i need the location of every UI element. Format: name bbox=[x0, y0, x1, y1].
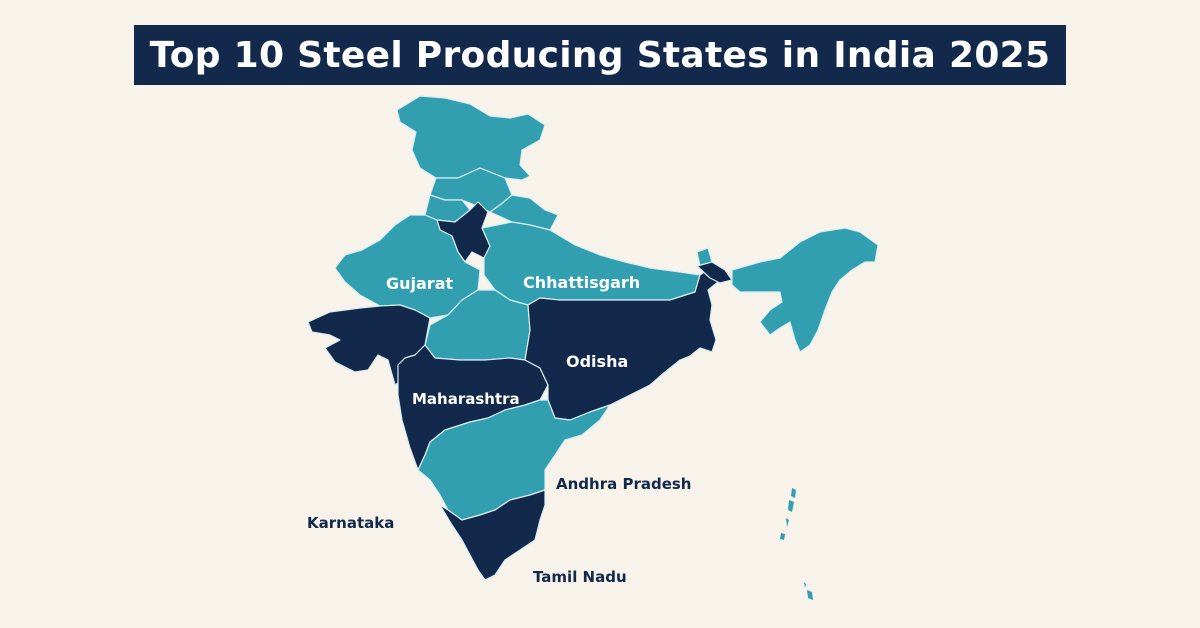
label-karnataka: Karnataka bbox=[307, 514, 395, 532]
state-jammu-kashmir bbox=[396, 95, 546, 181]
label-tamil-nadu: Tamil Nadu bbox=[533, 568, 627, 586]
label-chhattisgarh: Chhattisgarh bbox=[523, 273, 641, 292]
islands-andaman bbox=[780, 488, 813, 600]
state-tamil-nadu bbox=[439, 489, 546, 581]
state-northeast bbox=[731, 227, 879, 353]
label-andhra-pradesh: Andhra Pradesh bbox=[556, 475, 692, 493]
label-maharashtra: Maharashtra bbox=[412, 390, 520, 408]
title-banner: Top 10 Steel Producing States in India 2… bbox=[134, 25, 1066, 85]
page-title: Top 10 Steel Producing States in India 2… bbox=[149, 34, 1051, 76]
state-uttar-pradesh bbox=[481, 221, 701, 306]
label-odisha: Odisha bbox=[566, 352, 629, 371]
label-gujarat: Gujarat bbox=[386, 274, 454, 293]
